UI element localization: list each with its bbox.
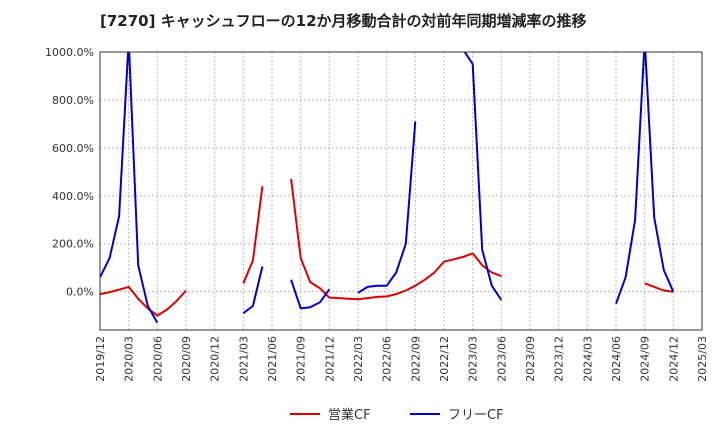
series-line xyxy=(290,279,331,310)
x-tick-label: 2025/03 xyxy=(696,336,709,382)
x-tick-label: 2022/03 xyxy=(352,336,365,382)
legend-label: フリーCF xyxy=(448,408,504,423)
y-tick-label: 800.0% xyxy=(52,94,94,107)
x-tick-label: 2024/03 xyxy=(581,336,594,382)
x-tick-label: 2020/09 xyxy=(180,336,193,382)
series-line xyxy=(644,282,674,293)
y-tick-label: 600.0% xyxy=(52,142,94,155)
x-tick-label: 2021/03 xyxy=(237,336,250,382)
series-line xyxy=(463,52,503,301)
x-tick-label: 2019/12 xyxy=(94,336,107,382)
grid xyxy=(99,51,703,330)
x-tick-label: 2024/09 xyxy=(639,336,652,382)
x-tick-label: 2023/06 xyxy=(495,336,508,382)
x-tick-label: 2024/06 xyxy=(610,336,623,382)
series-line xyxy=(290,178,502,301)
x-tick-label: 2024/12 xyxy=(667,336,680,382)
series-line xyxy=(100,285,187,317)
x-tick-label: 2021/09 xyxy=(295,336,308,382)
plot-area xyxy=(99,51,703,331)
x-tick-label: 2023/12 xyxy=(553,336,566,382)
x-tick-label: 2022/09 xyxy=(409,336,422,382)
chart-title: [7270] キャッシュフローの12か月移動合計の対前年同期増減率の推移 xyxy=(100,12,587,30)
x-tick-label: 2023/09 xyxy=(524,336,537,382)
y-axis-ticks: 0.0% 200.0% 400.0% 600.0% 800.0% 1000.0% xyxy=(45,46,94,299)
series-line xyxy=(357,121,417,294)
y-tick-label: 200.0% xyxy=(52,238,94,251)
x-tick-label: 2021/12 xyxy=(323,336,336,382)
x-tick-label: 2020/03 xyxy=(123,336,136,382)
x-tick-label: 2020/12 xyxy=(209,336,222,382)
series-line xyxy=(615,52,675,304)
series-lines xyxy=(100,52,675,324)
x-tick-label: 2020/06 xyxy=(151,336,164,382)
legend: 営業CF フリーCF xyxy=(290,407,504,423)
series-line xyxy=(242,266,264,314)
y-tick-label: 0.0% xyxy=(66,286,94,299)
y-tick-label: 1000.0% xyxy=(45,46,94,59)
x-tick-label: 2022/06 xyxy=(381,336,394,382)
x-axis-ticks: 2019/12 2020/03 2020/06 2020/09 2020/12 2021/… xyxy=(94,336,709,382)
series-line xyxy=(100,52,159,324)
legend-label: 営業CF xyxy=(328,407,371,423)
x-tick-label: 2023/03 xyxy=(467,336,480,382)
y-tick-label: 400.0% xyxy=(52,190,94,203)
x-tick-label: 2021/06 xyxy=(266,336,279,382)
series-line xyxy=(242,186,264,284)
x-tick-label: 2022/12 xyxy=(438,336,451,382)
